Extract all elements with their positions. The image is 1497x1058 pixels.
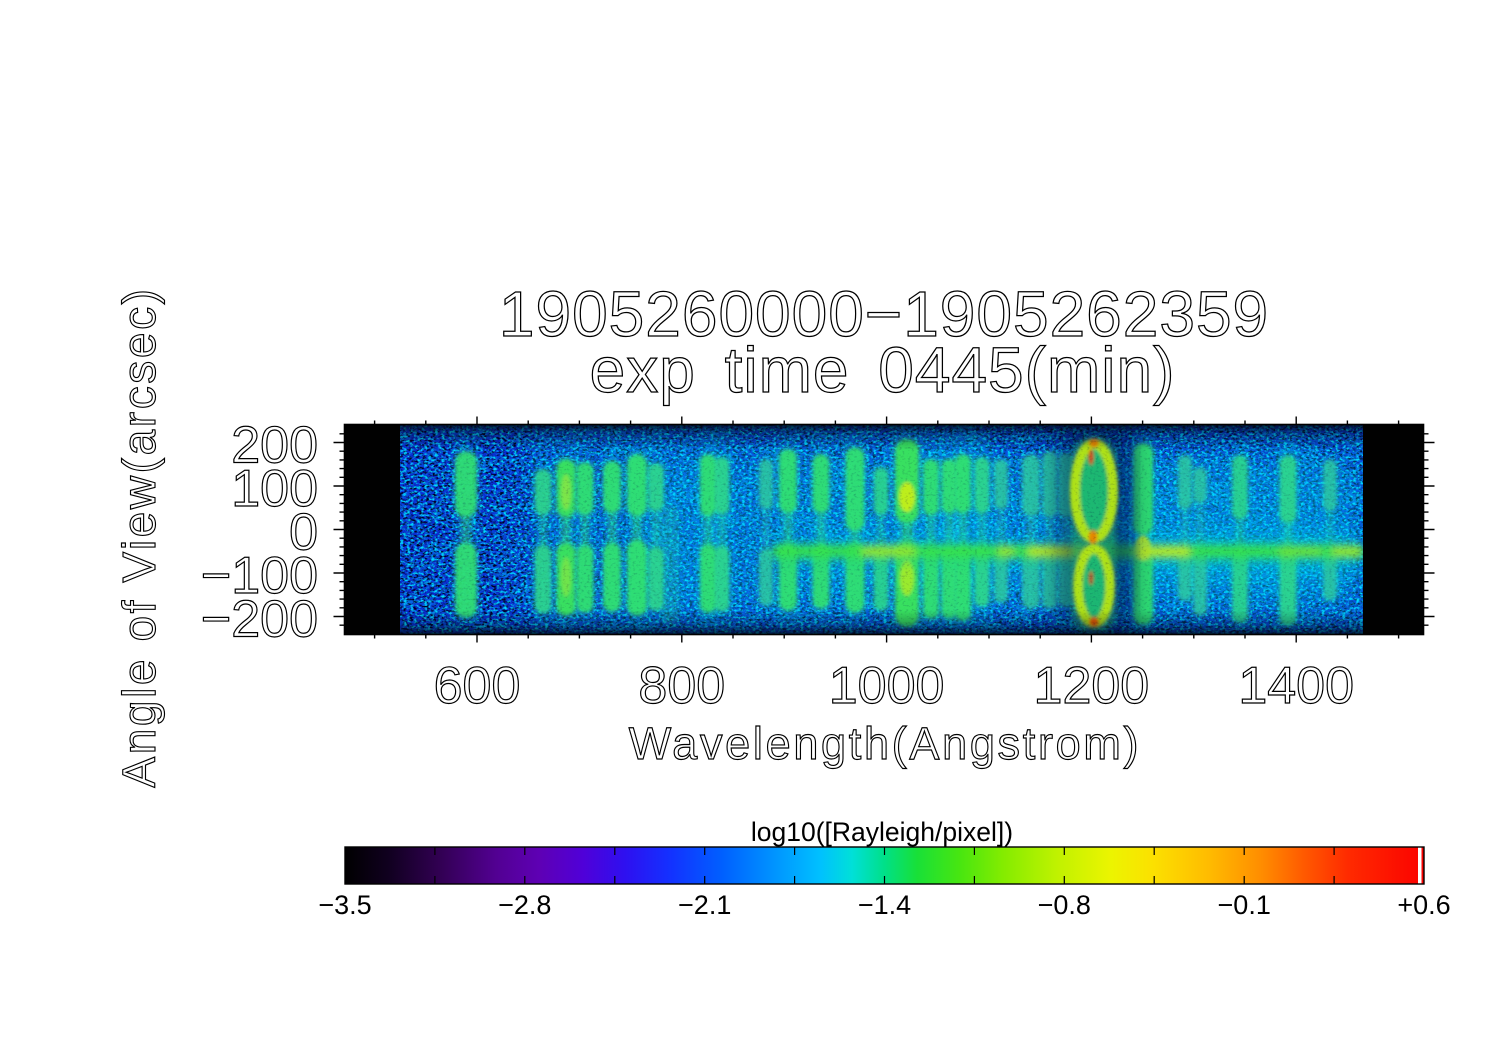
svg-text:−3.5: −3.5 <box>318 890 371 920</box>
svg-text:1000: 1000 <box>829 657 945 715</box>
svg-text:−100: −100 <box>201 547 318 605</box>
svg-text:1200: 1200 <box>1034 657 1150 715</box>
svg-text:−0.1: −0.1 <box>1218 890 1271 920</box>
svg-text:log10([Rayleigh/pixel]): log10([Rayleigh/pixel]) <box>751 817 1013 847</box>
svg-text:600: 600 <box>434 657 521 715</box>
svg-text:1400: 1400 <box>1238 657 1354 715</box>
svg-text:−2.8: −2.8 <box>498 890 551 920</box>
svg-text:−1.4: −1.4 <box>858 890 911 920</box>
svg-text:−200: −200 <box>201 591 318 649</box>
svg-text:800: 800 <box>638 657 725 715</box>
svg-text:200: 200 <box>231 417 318 475</box>
svg-text:+0.6: +0.6 <box>1397 890 1450 920</box>
svg-text:Angle of View(arcsec): Angle of View(arcsec) <box>113 286 165 787</box>
svg-text:−0.8: −0.8 <box>1038 890 1091 920</box>
svg-text:100: 100 <box>231 460 318 518</box>
svg-text:−2.1: −2.1 <box>678 890 731 920</box>
svg-text:exp time 0445(min): exp time 0445(min) <box>590 334 1176 406</box>
svg-text:Wavelength(Angstrom): Wavelength(Angstrom) <box>629 718 1142 769</box>
svg-text:0: 0 <box>289 504 318 562</box>
svg-text:1905260000−1905262359: 1905260000−1905262359 <box>499 278 1269 350</box>
